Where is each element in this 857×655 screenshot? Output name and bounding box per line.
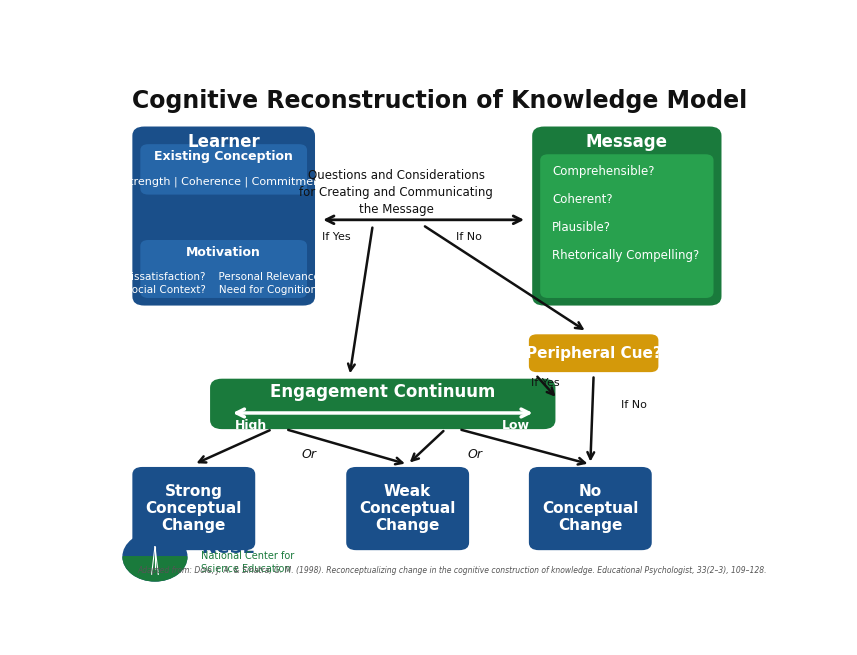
Text: If Yes: If Yes (322, 233, 351, 242)
Text: Dissatisfaction?    Personal Relevance?: Dissatisfaction? Personal Relevance? (123, 272, 325, 282)
Circle shape (123, 533, 187, 581)
FancyArrowPatch shape (237, 409, 529, 417)
FancyBboxPatch shape (210, 379, 555, 429)
Text: National Center for
Science Education: National Center for Science Education (201, 551, 295, 574)
Text: NCSE: NCSE (201, 538, 255, 557)
FancyArrowPatch shape (461, 430, 585, 464)
FancyArrowPatch shape (327, 216, 521, 224)
Text: Strength | Coherence | Commitment: Strength | Coherence | Commitment (123, 177, 325, 187)
Text: Adapted from: Dole, J. A. & Sinatra, G. M. (1998). Reconceptualizing change in t: Adapted from: Dole, J. A. & Sinatra, G. … (138, 566, 767, 575)
FancyBboxPatch shape (132, 126, 315, 305)
Text: Message: Message (586, 133, 668, 151)
Text: Cognitive Reconstruction of Knowledge Model: Cognitive Reconstruction of Knowledge Mo… (132, 89, 746, 113)
Text: Learner: Learner (188, 133, 260, 151)
Text: If Yes: If Yes (531, 378, 560, 388)
Text: Existing Conception: Existing Conception (154, 150, 293, 163)
FancyBboxPatch shape (529, 467, 652, 550)
Text: Motivation: Motivation (186, 246, 261, 259)
Text: If No: If No (456, 233, 482, 242)
FancyArrowPatch shape (288, 430, 402, 464)
FancyBboxPatch shape (132, 467, 255, 550)
FancyBboxPatch shape (346, 467, 469, 550)
Text: Comprehensible?: Comprehensible? (552, 166, 655, 178)
Text: High: High (236, 419, 267, 432)
Text: Or: Or (302, 448, 316, 461)
FancyArrowPatch shape (411, 431, 443, 460)
FancyBboxPatch shape (529, 334, 658, 372)
FancyArrowPatch shape (199, 430, 270, 462)
FancyArrowPatch shape (348, 227, 373, 371)
FancyArrowPatch shape (537, 377, 554, 395)
Text: Coherent?: Coherent? (552, 193, 613, 206)
FancyArrowPatch shape (425, 227, 582, 329)
Text: Peripheral Cue?: Peripheral Cue? (525, 346, 662, 361)
Wedge shape (123, 557, 187, 581)
Text: Weak
Conceptual
Change: Weak Conceptual Change (359, 483, 456, 533)
Text: Rhetorically Compelling?: Rhetorically Compelling? (552, 249, 699, 261)
FancyBboxPatch shape (141, 240, 307, 298)
Text: Engagement Continuum: Engagement Continuum (270, 383, 495, 402)
Text: Plausible?: Plausible? (552, 221, 611, 234)
Text: Social Context?    Need for Cognition?: Social Context? Need for Cognition? (125, 286, 322, 295)
Text: Low: Low (502, 419, 530, 432)
Text: If No: If No (620, 400, 646, 410)
Text: Strong
Conceptual
Change: Strong Conceptual Change (146, 483, 242, 533)
Text: Questions and Considerations
for Creating and Communicating
the Message: Questions and Considerations for Creatin… (299, 168, 493, 215)
FancyBboxPatch shape (540, 155, 714, 298)
FancyBboxPatch shape (532, 126, 722, 305)
Text: Or: Or (468, 448, 482, 461)
FancyArrowPatch shape (587, 377, 594, 459)
FancyBboxPatch shape (141, 144, 307, 195)
Text: No
Conceptual
Change: No Conceptual Change (542, 483, 638, 533)
